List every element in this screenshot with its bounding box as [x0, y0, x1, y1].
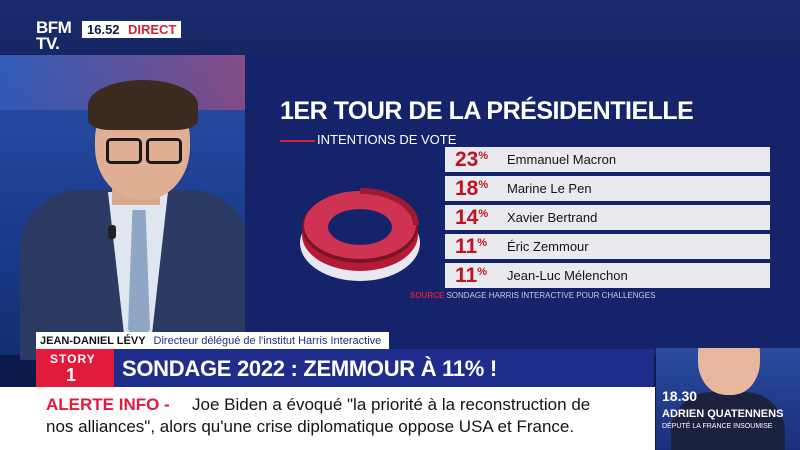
result-percent: 14% — [455, 206, 489, 229]
result-percent: 23% — [455, 148, 489, 171]
source-label: SOURCE — [410, 291, 445, 300]
story-label: STORY — [50, 352, 96, 366]
candidate-name: Xavier Bertrand — [507, 210, 598, 225]
next-guest-role: DÉPUTÉ LA FRANCE INSOUMISE — [662, 423, 773, 430]
alert-label: ALERTE INFO - — [46, 395, 170, 414]
guest-hair — [88, 80, 198, 130]
result-row: 11% Jean-Luc Mélenchon — [445, 263, 770, 288]
poll-graphic: 1ER TOUR DE LA PRÉSIDENTIELLE INTENTIONS… — [245, 55, 800, 355]
candidate-name: Éric Zemmour — [507, 239, 589, 254]
source-text: SONDAGE HARRIS INTERACTIVE POUR CHALLENG… — [446, 291, 656, 300]
guest-name: JEAN-DANIEL LÉVY — [40, 334, 146, 347]
candidate-name: Marine Le Pen — [507, 181, 592, 196]
guest-tie — [128, 210, 150, 350]
headline-text: SONDAGE 2022 : ZEMMOUR À 11% ! — [122, 356, 497, 381]
clock: 16.52 — [82, 21, 125, 38]
news-ticker: ALERTE INFO - Joe Biden a évoqué "la pri… — [0, 387, 655, 450]
result-percent: 18% — [455, 177, 489, 200]
result-row: 11% Éric Zemmour — [445, 234, 770, 259]
result-percent: 11% — [455, 264, 487, 287]
story-badge: STORY 1 — [36, 349, 114, 387]
source-credit: SOURCE SONDAGE HARRIS INTERACTIVE POUR C… — [410, 291, 655, 300]
lapel-microphone — [108, 225, 116, 239]
next-guest-name: ADRIEN QUATENNENS — [662, 408, 784, 420]
headline-bar: SONDAGE 2022 : ZEMMOUR À 11% ! — [114, 349, 654, 387]
result-row: 18% Marine Le Pen — [445, 176, 770, 201]
logo-line1: BFM — [36, 18, 72, 37]
next-guest-suit — [671, 392, 785, 450]
donut-chart-icon — [300, 188, 420, 281]
guest-glasses — [106, 138, 182, 164]
ticker-line-1: Joe Biden a évoqué "la priorité à la rec… — [192, 395, 591, 414]
result-row: 23% Emmanuel Macron — [445, 147, 770, 172]
graphic-subtitle: INTENTIONS DE VOTE — [317, 132, 457, 147]
guest-title: Directeur délégué de l'institut Harris I… — [153, 334, 382, 347]
logo-line2: TV. — [36, 34, 60, 53]
graphic-title: 1ER TOUR DE LA PRÉSIDENTIELLE — [280, 97, 694, 125]
next-guest-photo — [656, 348, 800, 450]
results-table: 23% Emmanuel Macron 18% Marine Le Pen 14… — [445, 147, 770, 292]
result-percent: 11% — [455, 235, 487, 258]
guest-nameplate: JEAN-DANIEL LÉVY Directeur délégué de l'… — [36, 332, 390, 349]
subtitle-accent-line — [280, 140, 315, 142]
story-number: 1 — [66, 365, 77, 385]
next-program-inset: 18.30 ADRIEN QUATENNENS DÉPUTÉ LA FRANCE… — [656, 348, 800, 450]
guest-video — [20, 80, 250, 360]
candidate-name: Jean-Luc Mélenchon — [507, 268, 628, 283]
next-program-time: 18.30 — [662, 388, 698, 404]
next-guest-face — [698, 348, 760, 395]
result-row: 14% Xavier Bertrand — [445, 205, 770, 230]
channel-logo: BFM TV. — [36, 18, 72, 53]
candidate-name: Emmanuel Macron — [507, 152, 617, 167]
ticker-line-2: nos alliances", alors qu'une crise diplo… — [46, 417, 575, 436]
live-badge: DIRECT — [123, 21, 182, 38]
